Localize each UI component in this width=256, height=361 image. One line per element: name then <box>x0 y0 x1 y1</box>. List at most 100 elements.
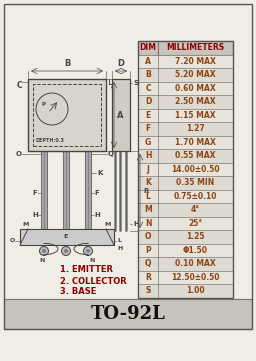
Text: O: O <box>16 151 22 157</box>
Text: E: E <box>64 235 68 239</box>
Text: 1.25: 1.25 <box>186 232 205 241</box>
Circle shape <box>61 247 70 256</box>
Text: A: A <box>117 110 123 119</box>
Text: H: H <box>117 245 122 251</box>
Bar <box>138 41 233 297</box>
Bar <box>112 79 130 151</box>
Bar <box>138 41 233 55</box>
Text: R: R <box>143 188 148 194</box>
Text: H: H <box>133 221 139 227</box>
Text: DEPTH:0.3: DEPTH:0.3 <box>35 138 64 143</box>
Text: M: M <box>105 222 111 227</box>
Bar <box>28 79 106 151</box>
Text: 0.10 MAX: 0.10 MAX <box>175 259 216 268</box>
Text: 0.35 MIN: 0.35 MIN <box>176 178 215 187</box>
Text: 1.27: 1.27 <box>186 124 205 133</box>
Bar <box>85 151 91 231</box>
Text: G: G <box>145 138 151 147</box>
Text: B: B <box>145 70 151 79</box>
Bar <box>138 284 233 297</box>
Text: D: D <box>118 59 124 68</box>
Text: DIM: DIM <box>140 43 156 52</box>
Text: 0.55 MAX: 0.55 MAX <box>175 151 216 160</box>
Text: F: F <box>33 190 37 196</box>
Text: S: S <box>145 286 151 295</box>
Text: S: S <box>133 80 138 86</box>
Text: MILLIMETERS: MILLIMETERS <box>166 43 225 52</box>
Text: 2.50 MAX: 2.50 MAX <box>175 97 216 106</box>
Text: F: F <box>145 124 151 133</box>
Text: P: P <box>145 246 151 255</box>
Text: 0.60 MAX: 0.60 MAX <box>175 84 216 93</box>
Text: J: J <box>147 165 150 174</box>
Text: 7.20 MAX: 7.20 MAX <box>175 57 216 66</box>
Circle shape <box>87 249 90 252</box>
Text: E: E <box>145 111 151 120</box>
Text: 12.50±0.50: 12.50±0.50 <box>171 273 220 282</box>
Circle shape <box>42 249 46 252</box>
Text: D: D <box>145 97 151 106</box>
Bar <box>138 149 233 162</box>
Text: A: A <box>145 57 151 66</box>
Bar <box>138 176 233 190</box>
Circle shape <box>83 247 92 256</box>
Bar <box>138 270 233 284</box>
Bar <box>138 244 233 257</box>
Circle shape <box>65 249 68 252</box>
Bar <box>41 151 47 231</box>
Bar <box>138 190 233 203</box>
Bar <box>138 257 233 270</box>
Text: N: N <box>89 258 95 264</box>
Text: L: L <box>117 239 121 244</box>
Text: 1.70 MAX: 1.70 MAX <box>175 138 216 147</box>
Bar <box>138 82 233 95</box>
Text: B: B <box>64 59 70 68</box>
Text: R: R <box>145 273 151 282</box>
Bar <box>138 203 233 217</box>
Text: H: H <box>32 212 38 218</box>
Bar <box>138 230 233 244</box>
Text: M: M <box>144 205 152 214</box>
Text: H: H <box>94 212 100 218</box>
Text: Q: Q <box>108 151 114 157</box>
Text: 3. BASE: 3. BASE <box>60 287 96 296</box>
Text: O: O <box>9 239 15 244</box>
Text: 4°: 4° <box>191 205 200 214</box>
Bar <box>138 109 233 122</box>
Bar <box>138 55 233 68</box>
Text: 1.15 MAX: 1.15 MAX <box>175 111 216 120</box>
Bar <box>138 217 233 230</box>
Bar <box>138 162 233 176</box>
Text: H: H <box>145 151 151 160</box>
Text: K: K <box>145 178 151 187</box>
Text: K: K <box>97 170 102 176</box>
Text: 1.00: 1.00 <box>186 286 205 295</box>
Bar <box>138 122 233 135</box>
Text: F: F <box>95 190 99 196</box>
Text: C: C <box>16 81 22 90</box>
Bar <box>4 299 252 329</box>
Text: 5.20 MAX: 5.20 MAX <box>175 70 216 79</box>
Bar <box>63 151 69 231</box>
Bar <box>138 95 233 109</box>
Text: 2. COLLECTOR: 2. COLLECTOR <box>60 277 127 286</box>
Bar <box>33 84 101 146</box>
Text: TO-92L: TO-92L <box>91 305 165 323</box>
Text: L: L <box>146 192 151 201</box>
Text: N: N <box>145 219 151 228</box>
Text: 1. EMITTER: 1. EMITTER <box>60 265 113 274</box>
Text: Φ1.50: Φ1.50 <box>183 246 208 255</box>
Bar <box>138 68 233 82</box>
Circle shape <box>39 247 48 256</box>
Text: C: C <box>145 84 151 93</box>
Text: 0.75±0.10: 0.75±0.10 <box>174 192 217 201</box>
Text: 25°: 25° <box>188 219 202 228</box>
Bar <box>20 229 114 245</box>
Text: P: P <box>42 102 46 107</box>
Text: N: N <box>39 258 45 264</box>
Text: Q: Q <box>145 259 151 268</box>
Text: O: O <box>145 232 151 241</box>
Bar <box>138 135 233 149</box>
Text: M: M <box>23 222 29 227</box>
Text: 14.00±0.50: 14.00±0.50 <box>171 165 220 174</box>
